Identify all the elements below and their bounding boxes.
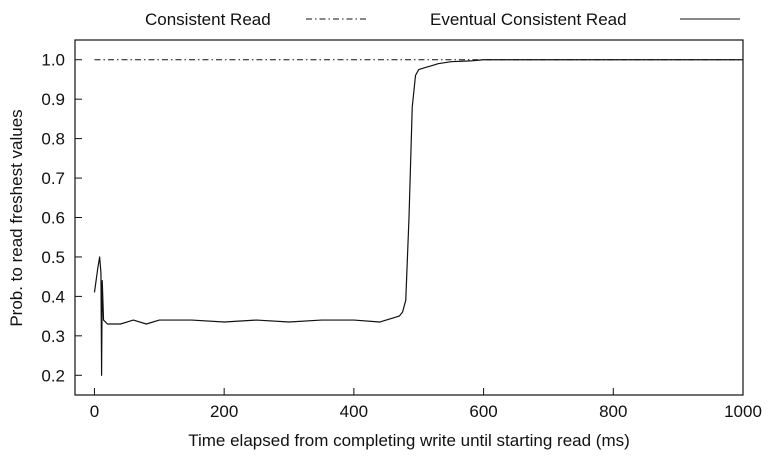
x-tick-label-1000: 1000 <box>724 402 762 421</box>
x-tick-label-600: 600 <box>469 402 497 421</box>
y-tick-label-0.3: 0.3 <box>41 327 65 346</box>
y-tick-label-0.8: 0.8 <box>41 130 65 149</box>
y-tick-label-0.9: 0.9 <box>41 90 65 109</box>
y-axis-title: Prob. to read freshest values <box>7 109 26 326</box>
x-tick-label-200: 200 <box>210 402 238 421</box>
y-tick-label-0.2: 0.2 <box>41 366 65 385</box>
y-tick-label-1.0: 1.0 <box>41 51 65 70</box>
axes: 0 200 400 600 800 1000 0.2 0.3 0.4 0.5 0.6 0.7 0.8 0.… <box>41 51 762 421</box>
y-tick-label-0.4: 0.4 <box>41 287 65 306</box>
y-tick-label-0.6: 0.6 <box>41 209 65 228</box>
x-tick-label-800: 800 <box>599 402 627 421</box>
x-tick-label-400: 400 <box>340 402 368 421</box>
x-axis-title: Time elapsed from completing write until… <box>188 431 630 450</box>
series-layer <box>93 59 743 376</box>
y-tick-label-0.5: 0.5 <box>41 248 65 267</box>
series-line-eventual-consistent-read <box>93 59 743 376</box>
y-tick-label-0.7: 0.7 <box>41 169 65 188</box>
x-tick-label-0: 0 <box>90 402 99 421</box>
legend: Consistent Read Eventual Consistent Read <box>145 10 740 29</box>
legend-label-eventual-consistent-read: Eventual Consistent Read <box>430 10 627 29</box>
legend-label-consistent-read: Consistent Read <box>145 10 271 29</box>
